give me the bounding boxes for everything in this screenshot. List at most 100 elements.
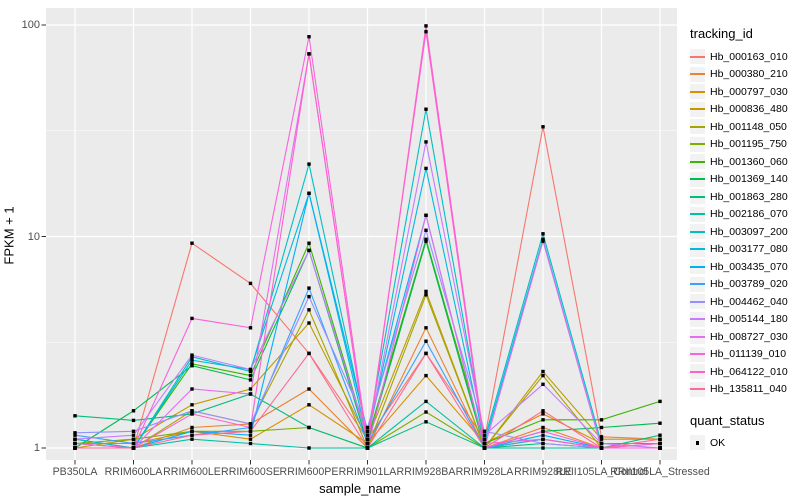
legend-line-swatch <box>690 335 705 338</box>
data-point <box>365 441 370 446</box>
data-point <box>482 441 487 446</box>
legend-key-box <box>690 346 705 362</box>
y-tick-label: 100 <box>21 19 40 31</box>
x-tick-label: RRIM928BA <box>396 466 456 478</box>
x-tick-label: RRIM928LA <box>455 466 514 478</box>
data-point <box>541 232 545 236</box>
axis-ticks <box>41 24 661 465</box>
data-point <box>307 351 311 356</box>
legend-item-label: Hb_003177_080 <box>710 243 788 256</box>
data-point <box>482 446 487 450</box>
data-point <box>482 433 487 437</box>
legend-key-box <box>690 136 705 152</box>
data-points <box>73 24 662 450</box>
legend-item: Hb_001148_050 <box>690 118 798 136</box>
quant-legend-item: OK <box>690 434 798 452</box>
data-point <box>365 446 370 450</box>
legend-item-label: Hb_001863_280 <box>710 190 788 203</box>
data-point <box>424 351 428 356</box>
data-point <box>424 399 428 404</box>
data-point <box>248 422 253 426</box>
data-point <box>248 392 253 396</box>
data-point <box>248 387 253 391</box>
x-tick-label: RRIM600PE <box>279 466 339 478</box>
legend-item-label: Hb_011139_010 <box>710 348 787 361</box>
legend-key-box <box>690 171 705 187</box>
data-point <box>131 409 136 413</box>
legend-item-label: Hb_001195_750 <box>710 138 787 151</box>
data-point <box>482 429 487 433</box>
legend-item: Hb_000163_010 <box>690 48 798 66</box>
legend-line-swatch <box>690 108 705 111</box>
data-point <box>248 373 253 378</box>
data-point <box>541 369 545 374</box>
legend-item: Hb_001863_280 <box>690 188 798 206</box>
data-point <box>482 437 487 441</box>
legend-key-box <box>690 206 705 222</box>
data-point <box>190 387 194 391</box>
legend-key-box <box>690 101 705 117</box>
data-point <box>307 241 311 245</box>
legend-item-label: Hb_003097_200 <box>710 225 788 238</box>
legend-line-swatch <box>690 90 705 93</box>
legend-key-box <box>690 294 705 310</box>
data-point <box>73 446 77 450</box>
data-point <box>73 437 77 441</box>
data-point <box>190 353 194 357</box>
x-tick-label: RRIM901LA <box>338 466 397 478</box>
data-point <box>190 412 194 416</box>
legend-item: Hb_001360_060 <box>690 153 798 171</box>
legend-key-box <box>690 119 705 135</box>
data-point <box>307 52 311 56</box>
data-point <box>131 441 136 446</box>
data-point <box>541 412 545 416</box>
legend-key-box <box>690 49 705 65</box>
data-point <box>658 446 662 450</box>
x-tick-label: RRII105LA_Stressed <box>610 466 710 478</box>
legend-key-box <box>690 224 705 240</box>
data-point <box>307 162 311 166</box>
legend-item: Hb_001369_140 <box>690 171 798 189</box>
legend-key-box <box>690 259 705 275</box>
legend: tracking_id Hb_000163_010 Hb_000380_210 Hb… <box>690 26 798 452</box>
data-point <box>248 326 253 330</box>
data-point <box>248 441 253 446</box>
data-point <box>658 441 662 446</box>
legend-item: Hb_003435_070 <box>690 258 798 276</box>
data-point <box>190 362 194 366</box>
legend-key-box <box>690 241 705 257</box>
data-point <box>190 437 194 441</box>
data-point <box>307 387 311 391</box>
legend-item: Hb_003177_080 <box>690 241 798 259</box>
legend-item-label: Hb_005144_180 <box>710 313 788 326</box>
data-point <box>131 437 136 441</box>
panel-background <box>46 8 677 460</box>
legend-item: Hb_000836_480 <box>690 101 798 119</box>
data-point <box>248 433 253 437</box>
legend-item: Hb_001195_750 <box>690 136 798 154</box>
x-tick-label: RRIM928LE <box>514 466 572 478</box>
legend-title: tracking_id <box>690 26 753 41</box>
data-point <box>424 237 428 241</box>
data-point <box>424 293 428 297</box>
black-square-point-icon <box>695 440 700 445</box>
legend-key-box <box>690 66 705 82</box>
legend-line-swatch <box>690 370 705 373</box>
legend-line-swatch <box>690 230 705 233</box>
data-point <box>131 418 136 423</box>
data-point <box>541 429 545 433</box>
legend-line-swatch <box>690 213 705 216</box>
data-point <box>541 418 545 422</box>
data-point <box>73 441 77 446</box>
data-point <box>190 403 194 407</box>
legend-item: Hb_000380_210 <box>690 66 798 84</box>
data-point <box>599 441 604 446</box>
data-point <box>541 441 545 446</box>
data-point <box>307 308 311 312</box>
data-point <box>541 373 545 378</box>
legend-line-swatch <box>690 178 705 181</box>
data-point <box>541 125 545 129</box>
data-point <box>190 433 194 437</box>
data-point <box>599 446 604 450</box>
legend-item: Hb_000797_030 <box>690 83 798 101</box>
